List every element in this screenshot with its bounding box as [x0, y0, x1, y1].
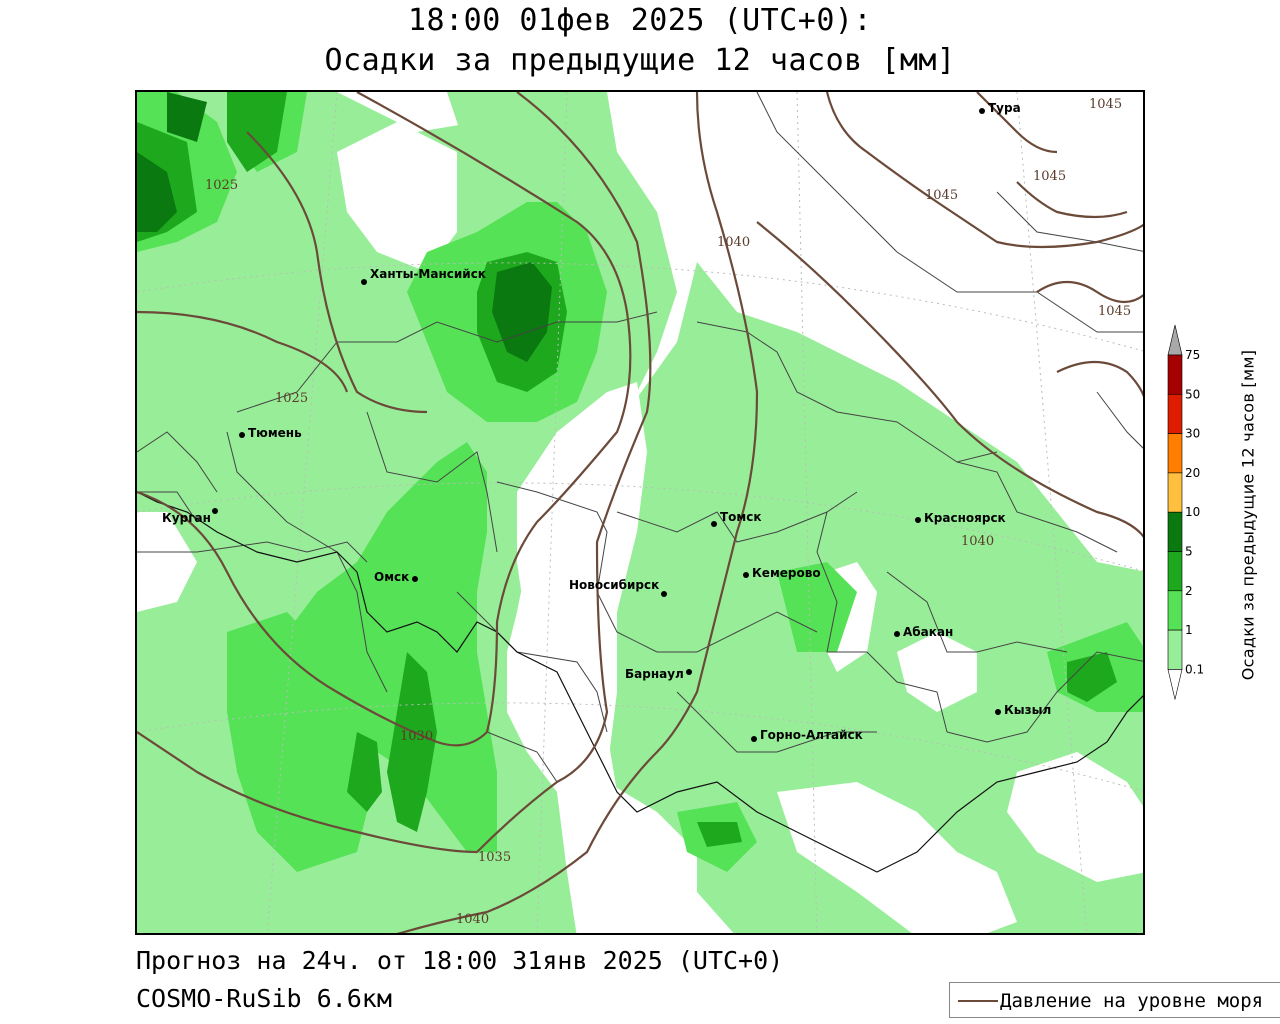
colorbar-box	[1167, 590, 1183, 631]
colorbar-box	[1167, 472, 1183, 513]
pressure-line-swatch	[958, 1000, 998, 1002]
city-label-kemerovo: Кемерово	[752, 566, 821, 580]
region-borders	[137, 92, 1143, 783]
colorbar-tick-label: 10	[1185, 505, 1200, 519]
colorbar-box	[1167, 629, 1183, 670]
forecast-info: Прогноз на 24ч. от 18:00 31янв 2025 (UTC…	[136, 946, 784, 975]
colorbar-tick-label: 50	[1185, 387, 1200, 401]
isobar-labels: 1025 1025 1030 1035 1040 1040 1040 1045 …	[205, 97, 1131, 927]
isobar-label: 1025	[275, 391, 308, 406]
colorbar-box	[1167, 551, 1183, 592]
city-label-abakan: Абакан	[903, 625, 953, 639]
colorbar-ticks: 75 50 30 20 10 5 2 1 0.1	[1185, 348, 1204, 676]
city-label-tyumen: Тюмень	[248, 426, 302, 440]
city-label-omsk: Омск	[374, 570, 409, 584]
precipitation-map: Тура Ханты-Мансийск Тюмень Курган Омск Т…	[135, 90, 1145, 935]
isobar-label: 1040	[456, 912, 489, 927]
isobar-label: 1045	[925, 188, 958, 203]
isobar-lines	[137, 92, 1143, 933]
pressure-legend-label: Давление на уровне моря	[1000, 990, 1264, 1012]
country-border	[137, 491, 1143, 873]
colorbar-boxes	[1167, 324, 1183, 700]
colorbar-box	[1167, 433, 1183, 474]
isobar-label: 1035	[478, 850, 511, 865]
city-label-kyzyl: Кызыл	[1004, 703, 1051, 717]
pressure-legend: Давление на уровне моря	[949, 982, 1280, 1018]
precip-very-heavy-areas	[137, 92, 552, 362]
map-canvas: Тура Ханты-Мансийск Тюмень Курган Омск Т…	[137, 92, 1143, 933]
colorbar-min-arrow	[1167, 669, 1183, 700]
city-label-novosibirsk: Новосибирск	[569, 578, 659, 592]
isobar-label: 1045	[1089, 97, 1122, 112]
precipitation-colorbar: 75 50 30 20 10 5 2 1 0.1	[1167, 324, 1204, 700]
colorbar-tick-label: 20	[1185, 466, 1200, 480]
colorbar-tick-label: 1	[1185, 623, 1193, 637]
isobar-label: 1025	[205, 178, 238, 193]
model-info: COSMO-RuSib 6.6км	[136, 984, 392, 1013]
colorbar-tick-label: 2	[1185, 584, 1193, 598]
isobar-label: 1030	[400, 729, 433, 744]
isobar-label: 1045	[1098, 304, 1131, 319]
colorbar-title-text: Осадки за предыдущие 12 часов [мм]	[1238, 349, 1258, 680]
colorbar-tick-label: 5	[1185, 545, 1193, 559]
map-title: 18:00 01фев 2025 (UTC+0):	[407, 3, 873, 38]
city-label-gorno-altaysk: Горно-Алтайск	[760, 728, 863, 742]
city-labels: Тура Ханты-Мансийск Тюмень Курган Омск Т…	[162, 101, 1051, 742]
city-label-khanty-mansiysk: Ханты-Мансийск	[370, 267, 486, 281]
colorbar-tick-label: 30	[1185, 427, 1200, 441]
colorbar-tick-label: 0.1	[1185, 662, 1204, 676]
city-label-kurgan: Курган	[162, 511, 211, 525]
colorbar-max-arrow	[1167, 324, 1183, 356]
city-markers	[212, 108, 1001, 742]
colorbar-title: Осадки за предыдущие 12 часов [мм]	[1228, 327, 1268, 702]
city-label-krasnoyarsk: Красноярск	[924, 511, 1006, 525]
isobar-label: 1045	[1033, 169, 1066, 184]
colorbar-tick-label: 75	[1185, 348, 1200, 362]
map-subtitle: Осадки за предыдущие 12 часов [мм]	[324, 43, 956, 78]
city-label-tomsk: Томск	[720, 510, 762, 524]
city-label-barnaul: Барнаул	[625, 667, 684, 681]
colorbar-box	[1167, 394, 1183, 434]
city-label-tura: Тура	[988, 101, 1021, 115]
isobar-label: 1040	[961, 534, 994, 549]
isobar-label: 1040	[717, 235, 750, 250]
colorbar-box	[1167, 511, 1183, 552]
colorbar-box	[1167, 354, 1183, 395]
